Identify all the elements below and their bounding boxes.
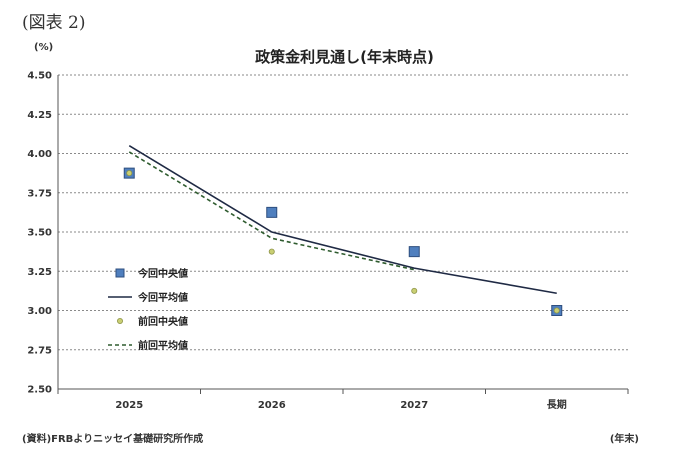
previous-median-marker xyxy=(126,170,133,177)
y-tick-label: 3.25 xyxy=(27,267,52,278)
y-tick-label: 2.50 xyxy=(27,385,52,396)
y-unit-label: (%) xyxy=(34,42,54,53)
current-mean-line xyxy=(128,144,557,295)
x-tick-label: 2026 xyxy=(258,400,286,411)
x-tick-label: 長期 xyxy=(547,398,567,411)
previous-median-marker xyxy=(411,287,418,294)
legend-label: 前回平均値 xyxy=(138,339,188,352)
legend-label: 今回中央値 xyxy=(137,267,188,280)
y-tick-label: 2.75 xyxy=(27,345,52,356)
x-tick-label: 2027 xyxy=(400,400,428,411)
chart-title: 政策金利見通し(年末時点) xyxy=(255,48,434,66)
y-tick-label: 3.00 xyxy=(27,306,52,317)
y-tick-label: 4.50 xyxy=(27,71,52,82)
current-median-marker xyxy=(408,246,420,258)
current-median-marker xyxy=(266,206,278,218)
legend-swatch-previous-median xyxy=(117,317,124,324)
y-tick-label: 4.25 xyxy=(27,110,52,121)
period-note: (年末) xyxy=(609,434,639,445)
y-tick-label: 3.75 xyxy=(27,188,52,199)
previous-median-marker xyxy=(553,307,560,314)
previous-median-marker xyxy=(268,248,275,255)
y-tick-label: 3.50 xyxy=(27,228,52,239)
x-tick-label: 2025 xyxy=(115,400,143,411)
source-note: (資料)FRBよりニッセイ基礎研究所作成 xyxy=(22,434,204,445)
legend-swatch-current-median xyxy=(115,268,125,278)
legend-label: 今回平均値 xyxy=(137,291,188,304)
y-tick-label: 4.00 xyxy=(27,149,52,160)
figure-label: (図表 2) xyxy=(22,13,86,33)
legend-label: 前回中央値 xyxy=(138,315,188,328)
